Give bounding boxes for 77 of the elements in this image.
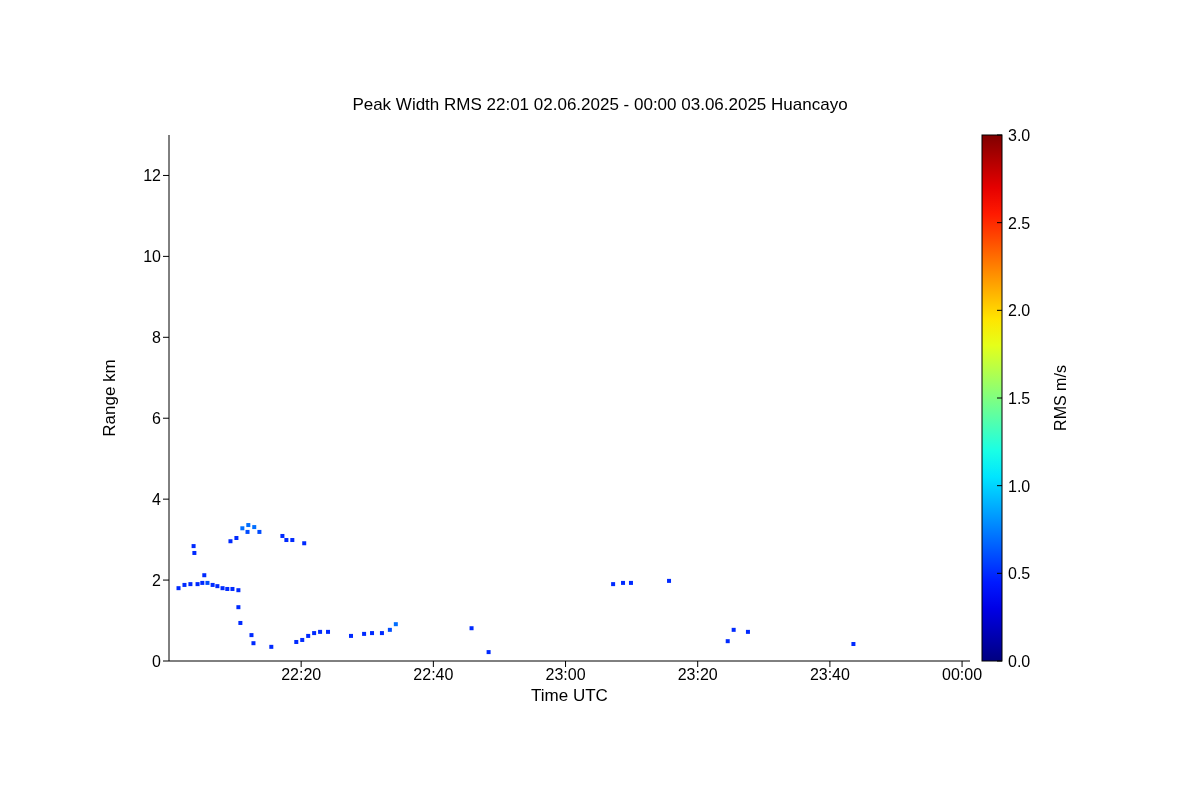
point — [393, 622, 398, 627]
x-tick-label: 23:00 — [545, 666, 586, 684]
point — [300, 637, 305, 642]
color-bar-label: 1.5 — [1008, 390, 1031, 407]
point — [284, 538, 289, 543]
y-tick-label: 8 — [152, 328, 162, 346]
color-bar-label: 3.0 — [1008, 127, 1031, 144]
y-tick-label: 2 — [152, 571, 162, 589]
point — [269, 644, 274, 649]
point — [387, 627, 392, 632]
point — [486, 650, 491, 655]
point — [188, 582, 193, 587]
point — [469, 626, 474, 631]
point — [191, 544, 196, 549]
color-bar-label: 2.0 — [1008, 302, 1031, 320]
y-tick-label: 12 — [143, 167, 162, 185]
point — [621, 580, 626, 585]
point — [210, 582, 215, 587]
point — [349, 633, 354, 638]
point — [228, 539, 233, 544]
point — [236, 605, 241, 610]
color-bar-label: 0.5 — [1008, 565, 1031, 583]
point — [370, 631, 375, 636]
point — [745, 629, 750, 634]
y-tick-label: 0 — [152, 652, 162, 670]
point — [195, 582, 200, 587]
y-tick-label: 6 — [152, 409, 162, 427]
point — [318, 629, 323, 634]
point — [257, 529, 262, 534]
point — [245, 529, 250, 534]
x-tick-label: 22:20 — [281, 666, 322, 684]
point — [200, 580, 205, 585]
point — [302, 541, 307, 546]
point — [379, 631, 384, 636]
point — [252, 525, 257, 530]
point — [238, 620, 243, 625]
point — [306, 633, 311, 638]
color-bar-label: 0.0 — [1008, 653, 1031, 670]
x-axis-title: Time UTC — [531, 686, 608, 705]
point — [205, 580, 210, 585]
point — [851, 642, 856, 647]
point — [280, 533, 285, 538]
color-bar-label: 1.0 — [1008, 477, 1031, 495]
point — [246, 523, 251, 528]
point — [290, 538, 295, 543]
point — [249, 633, 254, 638]
x-tick-label: 00:00 — [942, 666, 983, 684]
chart-title: Peak Width RMS 22:01 02.06.2025 - 00:00 03.06.2025 Huancayo — [352, 95, 848, 114]
color-bar-label: 2.5 — [1008, 214, 1031, 232]
point — [230, 586, 235, 591]
point — [192, 550, 197, 555]
point — [725, 639, 730, 644]
point — [234, 536, 239, 540]
point — [220, 586, 225, 591]
color-bar-title: RMS m/s — [1052, 365, 1069, 431]
point — [176, 586, 181, 591]
point — [202, 573, 207, 578]
point — [251, 641, 256, 646]
y-tick-label: 10 — [143, 248, 162, 266]
x-tick-label: 23:40 — [809, 666, 851, 684]
point — [326, 629, 331, 634]
point — [215, 584, 220, 589]
x-tick-label: 22:40 — [413, 666, 454, 684]
y-tick-label: 4 — [152, 490, 162, 508]
point — [667, 578, 672, 583]
point — [628, 580, 633, 585]
point — [236, 588, 241, 593]
point — [312, 631, 317, 636]
point — [225, 586, 230, 591]
x-tick-label: 23:20 — [677, 666, 718, 684]
point — [294, 639, 299, 644]
y-axis-title: Range km — [100, 359, 120, 437]
point — [362, 631, 367, 636]
point — [182, 582, 187, 587]
point — [731, 627, 736, 632]
point — [611, 582, 616, 587]
point — [240, 526, 245, 531]
